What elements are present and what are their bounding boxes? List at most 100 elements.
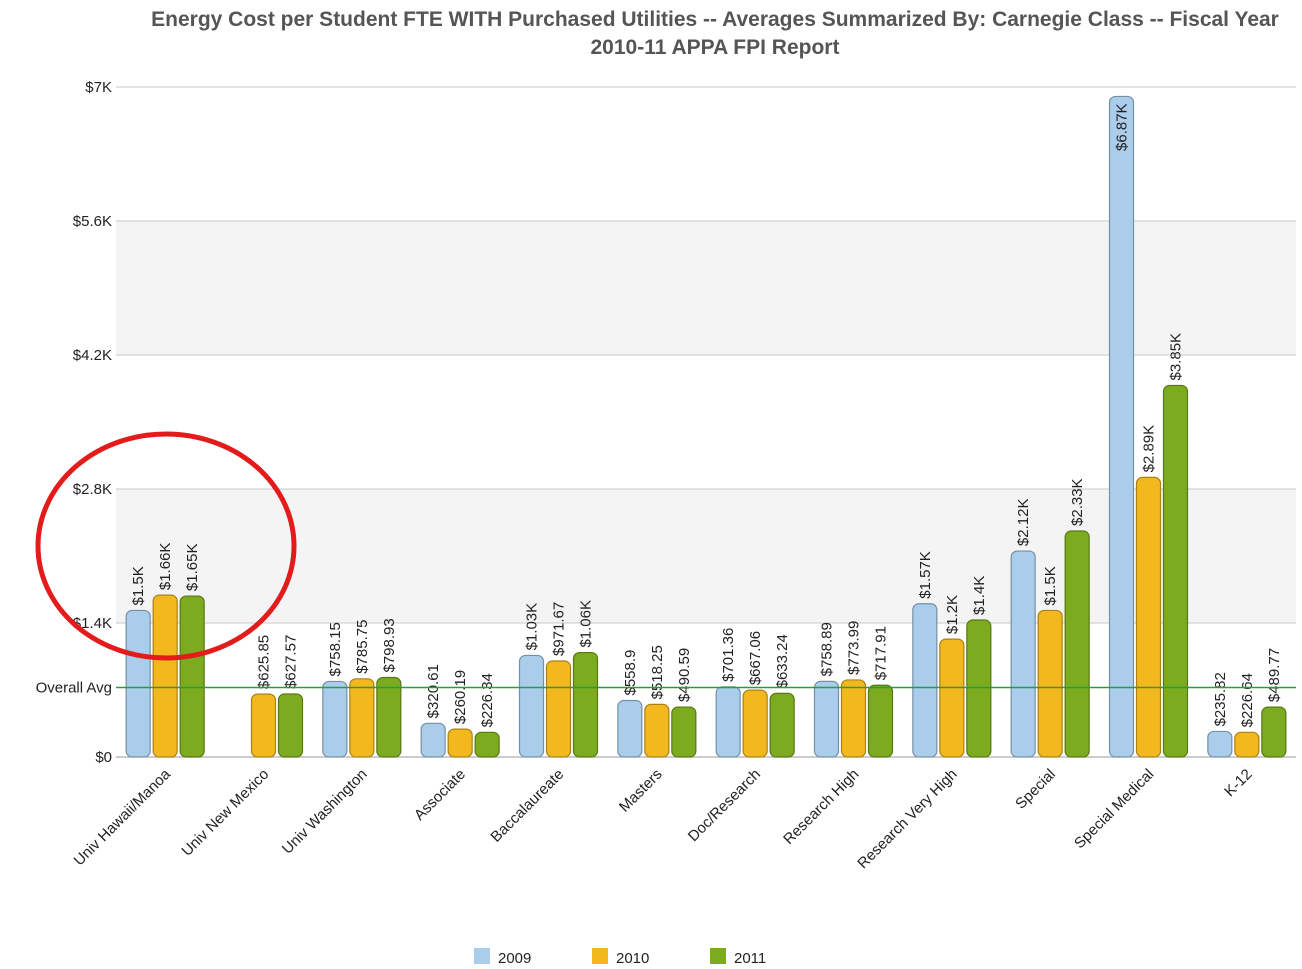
y-tick-label: $5.6K — [73, 213, 112, 230]
bar — [813, 680, 840, 758]
data-label: $6.87K — [1114, 103, 1131, 151]
bar — [1234, 731, 1260, 758]
x-tick-label: K-12 — [1221, 766, 1255, 800]
data-label: $1.66K — [157, 543, 174, 591]
data-label: $1.5K — [1042, 566, 1059, 605]
legend-swatch — [474, 948, 490, 964]
grid-band — [116, 221, 1296, 355]
bar — [644, 703, 670, 758]
data-label: $627.57 — [283, 635, 300, 689]
x-tick-label: Special — [1012, 766, 1059, 813]
bar — [420, 722, 446, 758]
data-label: $633.24 — [774, 634, 791, 688]
bar — [939, 638, 965, 758]
chart-title: Energy Cost per Student FTE WITH Purchas… — [151, 8, 1279, 59]
bar — [1108, 95, 1135, 758]
bar — [545, 660, 572, 758]
data-label: $625.85 — [256, 635, 273, 689]
x-tick-label: Univ Hawaii/Manoa — [71, 765, 175, 869]
legend-swatch — [592, 948, 608, 964]
bar — [152, 594, 178, 758]
highlight-circle — [35, 431, 297, 661]
data-label: $2.33K — [1069, 478, 1086, 526]
bar — [715, 686, 741, 758]
legend-label: 2010 — [616, 950, 649, 967]
bar — [349, 678, 375, 758]
bar — [966, 619, 992, 758]
data-label: $717.91 — [873, 626, 890, 680]
legend-label: 2009 — [498, 950, 531, 967]
bar — [1162, 384, 1189, 758]
bar — [1207, 730, 1233, 758]
bar — [474, 731, 500, 758]
bar — [277, 693, 304, 758]
y-tick-label: $7K — [85, 79, 112, 96]
bar — [1064, 530, 1090, 758]
bar — [1261, 706, 1287, 758]
data-label: $490.59 — [676, 648, 693, 702]
data-label: $1.2K — [944, 595, 961, 634]
data-label: $1.06K — [578, 600, 595, 648]
bar — [322, 680, 348, 758]
data-label: $2.12K — [1015, 499, 1032, 547]
legend-swatch — [710, 948, 726, 964]
data-label: $518.25 — [649, 645, 666, 699]
bar — [840, 679, 867, 758]
bar — [1037, 609, 1063, 758]
plot-background — [116, 221, 1296, 623]
data-label: $1.65K — [184, 544, 201, 592]
y-tick-label: $1.4K — [73, 615, 112, 632]
x-tick-label: Research Very High — [854, 766, 960, 872]
bar — [179, 595, 205, 758]
bar — [617, 699, 643, 758]
bar — [125, 609, 151, 758]
y-tick-label: $4.2K — [73, 347, 112, 364]
bar — [671, 706, 697, 758]
y-tick-label: $0 — [95, 749, 112, 766]
x-tick-label: Baccalaureate — [487, 766, 567, 846]
data-label: $1.57K — [917, 551, 934, 599]
data-label: $773.99 — [846, 621, 863, 675]
x-tick-label: Special Medical — [1071, 766, 1157, 852]
x-tick-label: Masters — [616, 766, 666, 816]
data-label: $758.15 — [327, 622, 344, 676]
legend-label: 2011 — [734, 950, 766, 967]
y-tick-label: $2.8K — [73, 481, 112, 498]
data-label: $701.36 — [720, 628, 737, 682]
data-label: $1.4K — [971, 576, 988, 615]
data-label: $971.67 — [551, 602, 568, 656]
data-label: $758.89 — [819, 622, 836, 676]
x-tick-label: Univ Washington — [279, 766, 371, 858]
bar — [1010, 550, 1036, 758]
reference-label: Overall Avg — [36, 680, 112, 697]
x-tick-label: Doc/Research — [685, 766, 764, 845]
data-label: $1.03K — [524, 603, 541, 651]
bar — [867, 684, 894, 758]
data-label: $558.9 — [622, 650, 639, 696]
bar — [250, 693, 277, 758]
bar — [447, 728, 473, 758]
data-label: $260.19 — [452, 670, 469, 724]
bar — [742, 689, 768, 758]
data-label: $235.82 — [1212, 672, 1229, 726]
data-label: $320.61 — [425, 664, 442, 718]
data-label: $798.93 — [381, 618, 398, 672]
x-tick-label: Research High — [780, 766, 862, 848]
bar — [912, 603, 938, 758]
bar — [376, 676, 402, 758]
data-label: $226.34 — [479, 673, 496, 727]
data-label: $1.5K — [130, 566, 147, 605]
bar — [572, 651, 599, 758]
bar — [1135, 476, 1162, 758]
data-label: $489.77 — [1266, 648, 1283, 702]
x-tick-label: Associate — [411, 766, 469, 824]
data-label: $667.06 — [747, 631, 764, 685]
data-label: $2.89K — [1141, 425, 1158, 473]
grid-band — [116, 489, 1296, 623]
data-label: $785.75 — [354, 620, 371, 674]
data-label: $226.64 — [1239, 673, 1256, 727]
bar — [769, 692, 795, 758]
bar — [518, 654, 545, 758]
